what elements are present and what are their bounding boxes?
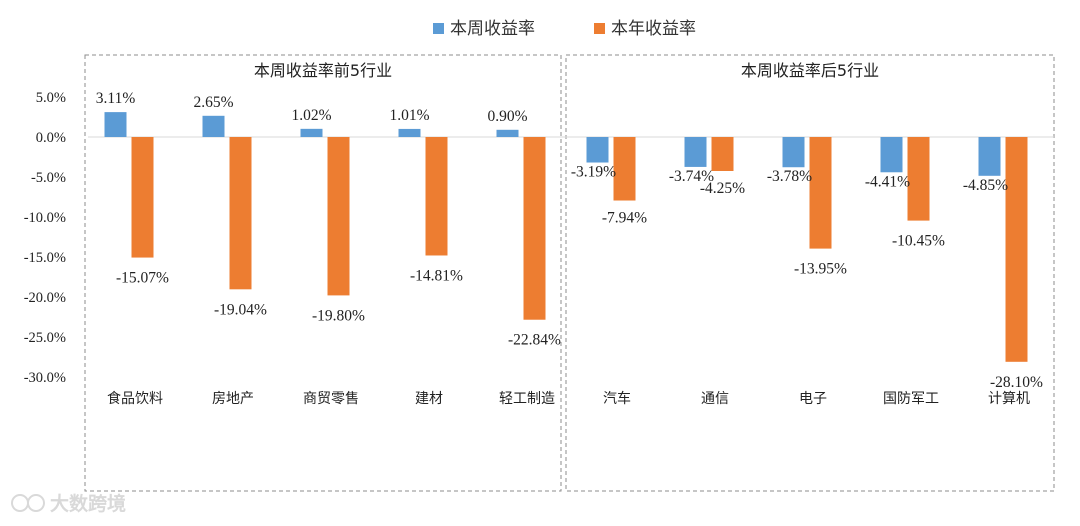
bar-ytd-return [523,137,546,320]
bar-weekly-return [586,137,609,163]
legend-label-weekly: 本周收益率 [450,19,535,39]
data-label-ytd: -28.10% [990,374,1043,391]
category-label: 电子 [799,391,827,407]
category-label: 汽车 [603,390,631,407]
data-label-weekly: -4.41% [865,173,910,190]
panel-bottom5-title: 本周收益率后5行业 [741,61,879,80]
category-label: 计算机 [988,391,1030,407]
bar-ytd-return [229,137,252,290]
category-label: 轻工制造 [499,391,555,407]
data-label-weekly: 1.02% [291,107,331,124]
data-label-weekly: -3.19% [571,164,616,181]
y-tick-label: -5.0% [31,170,66,186]
bar-weekly-return [684,137,707,167]
category-label: 国防军工 [883,391,939,407]
y-tick-label: -30.0% [24,370,66,386]
bar-weekly-return [202,115,225,137]
category-label: 建材 [415,391,443,407]
bar-weekly-return [978,137,1001,176]
bar-weekly-return [398,128,421,137]
data-label-ytd: -4.25% [700,180,745,197]
y-tick-label: -20.0% [24,290,66,306]
bar-ytd-return [613,137,636,201]
legend-swatch-weekly [433,23,444,34]
panel-top5-frame [84,54,562,492]
data-label-ytd: -13.95% [794,261,847,278]
y-tick-label: -15.0% [24,250,66,266]
y-tick-label: 0.0% [36,130,66,146]
data-label-ytd: -15.07% [116,270,169,287]
bar-weekly-return [104,112,127,137]
legend-swatch-ytd [594,23,605,34]
bar-ytd-return [1005,137,1028,362]
data-label-weekly: -4.85% [963,177,1008,194]
data-label-weekly: 2.65% [193,94,233,111]
y-tick-label: -25.0% [24,330,66,346]
y-tick-label: 5.0% [36,90,66,106]
bar-weekly-return [496,129,519,137]
legend-label-ytd: 本年收益率 [611,19,696,39]
data-label-weekly: -3.74% [669,168,714,185]
y-axis: 5.0% 0.0% -5.0% -10.0% -15.0% -20.0% -25.0% -30… [24,90,66,386]
bar-ytd-return [907,137,930,221]
watermark: 大数跨境 [11,492,126,515]
category-label: 商贸零售 [303,391,359,407]
data-label-ytd: -14.81% [410,267,463,284]
bar-ytd-return [131,137,154,258]
bar-ytd-return [809,137,832,249]
bar-ytd-return [425,137,448,256]
data-label-ytd: -7.94% [602,210,647,227]
data-label-ytd: -22.84% [508,332,561,349]
bar-weekly-return [300,128,323,137]
legend: 本周收益率 本年收益率 [433,19,696,39]
category-labels: 食品饮料 房地产 商贸零售 建材 轻工制造 汽车 通信 电子 国防军工 计算机 [107,390,1030,407]
category-label: 通信 [701,391,729,407]
category-label: 房地产 [212,391,254,407]
bar-weekly-return [880,137,903,173]
watermark-logo-icon [11,494,45,512]
data-label-ytd: -19.04% [214,301,267,318]
bar-ytd-return [327,137,350,296]
panel-top5-title: 本周收益率前5行业 [254,61,392,80]
bar-ytd-return [711,137,734,171]
watermark-text: 大数跨境 [50,492,126,515]
data-label-weekly: 3.11% [96,90,136,107]
data-label-ytd: -10.45% [892,233,945,250]
data-label-ytd: -19.80% [312,307,365,324]
y-tick-label: -10.0% [24,210,66,226]
data-label-weekly: 1.01% [389,107,429,124]
data-label-weekly: 0.90% [487,108,527,125]
category-label: 食品饮料 [107,390,163,407]
bars [104,112,1028,362]
bar-weekly-return [782,137,805,168]
data-label-weekly: -3.78% [767,168,812,185]
data-labels: 3.11% -15.07% 2.65% -19.04% 1.02% -19.80% 1.01… [96,90,1043,391]
